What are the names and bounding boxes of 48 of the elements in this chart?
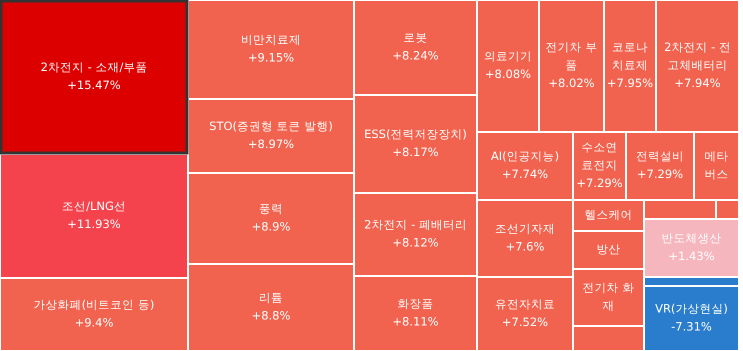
data-label: +7.74% — [502, 167, 548, 182]
data-label: +8.97% — [248, 137, 294, 152]
data-label: +7.6% — [506, 240, 544, 254]
data-label: +7.94% — [674, 76, 721, 90]
data-label: +8.8% — [252, 308, 290, 323]
data-label: +9.15% — [248, 50, 294, 65]
category-label: 리튬 — [259, 290, 283, 305]
category-label: VR(가상현실) — [655, 302, 728, 316]
data-label: +9.4% — [74, 316, 114, 330]
category-label: 전기차 화재 — [582, 280, 634, 313]
data-label: +1.43% — [668, 249, 715, 264]
category-label: 수소연료전지 — [582, 140, 618, 172]
category-label: 메타버스 — [704, 149, 728, 182]
category-label: 화장품 — [398, 296, 434, 311]
category-label: 의료기기 — [484, 49, 532, 64]
data-label: +15.47% — [67, 78, 121, 92]
category-label: ESS(전력저장장치) — [364, 127, 467, 142]
category-label: 조선기자재 — [495, 222, 555, 236]
data-label: +7.29% — [576, 176, 623, 190]
category-label: STO(증권형 토큰 발행) — [209, 119, 333, 134]
data-label: +7.29% — [636, 167, 684, 182]
data-label: +8.02% — [548, 76, 595, 90]
data-label: +11.93% — [67, 217, 121, 232]
data-label: +8.17% — [392, 145, 439, 160]
category-label: 유전자치료 — [495, 297, 555, 312]
category-label: 2차전지 - 소재/부품 — [40, 60, 148, 74]
category-label: 2차전지 - 전고체배터리 — [664, 40, 731, 72]
category-label: 헬스케어 — [584, 208, 632, 222]
category-label: 방산 — [596, 242, 620, 256]
data-label: -7.31% — [671, 320, 712, 334]
category-label: 조선/LNG선 — [62, 199, 126, 214]
category-label: 비만치료제 — [241, 32, 301, 47]
category-label: 풍력 — [259, 202, 283, 216]
data-label: +8.12% — [392, 236, 439, 250]
data-label: +8.08% — [484, 67, 532, 82]
category-label: 코로나 치료제 — [612, 40, 648, 72]
data-label: +7.52% — [502, 315, 548, 330]
category-label: 2차전지 - 폐배터리 — [364, 218, 467, 232]
data-label: +8.24% — [392, 48, 439, 63]
category-label: 반도체생산 — [662, 231, 722, 246]
category-label: 로봇 — [404, 30, 428, 45]
category-label: 전력설비 — [636, 149, 684, 164]
category-label: 가상화폐(비트코인 등) — [34, 298, 154, 312]
data-label: +8.9% — [252, 220, 290, 234]
data-label: +8.11% — [392, 314, 439, 329]
category-label: AI(인공지능) — [490, 149, 560, 164]
data-label: +7.95% — [606, 76, 654, 90]
category-label: 전기차 부품 — [546, 40, 598, 72]
